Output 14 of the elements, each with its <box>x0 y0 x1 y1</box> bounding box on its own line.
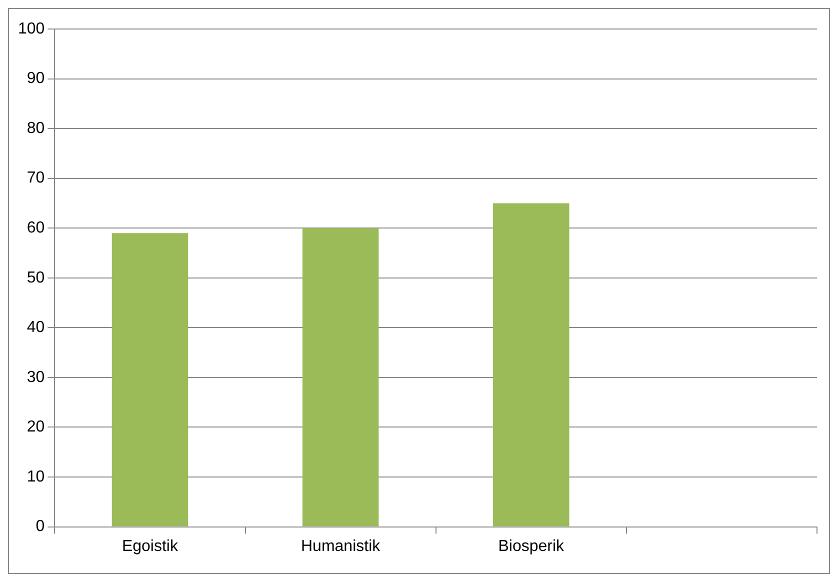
x-tick-label: Humanistik <box>300 538 382 555</box>
y-tick-label: 70 <box>26 170 45 187</box>
y-tick-label: 10 <box>26 468 45 486</box>
y-tick-label: 0 <box>36 518 45 536</box>
y-tick-label: 80 <box>26 120 45 137</box>
y-tick-label: 60 <box>26 220 45 237</box>
y-tick-label: 40 <box>26 319 45 336</box>
x-tick-label: Egoistik <box>122 538 179 555</box>
y-tick-label: 20 <box>26 418 45 436</box>
x-tick-label: Biosperik <box>498 538 566 555</box>
y-tick-label: 100 <box>18 20 45 38</box>
y-tick-label: 90 <box>26 70 45 88</box>
y-tick-label: 50 <box>26 269 45 286</box>
y-tick-label: 30 <box>26 368 45 386</box>
